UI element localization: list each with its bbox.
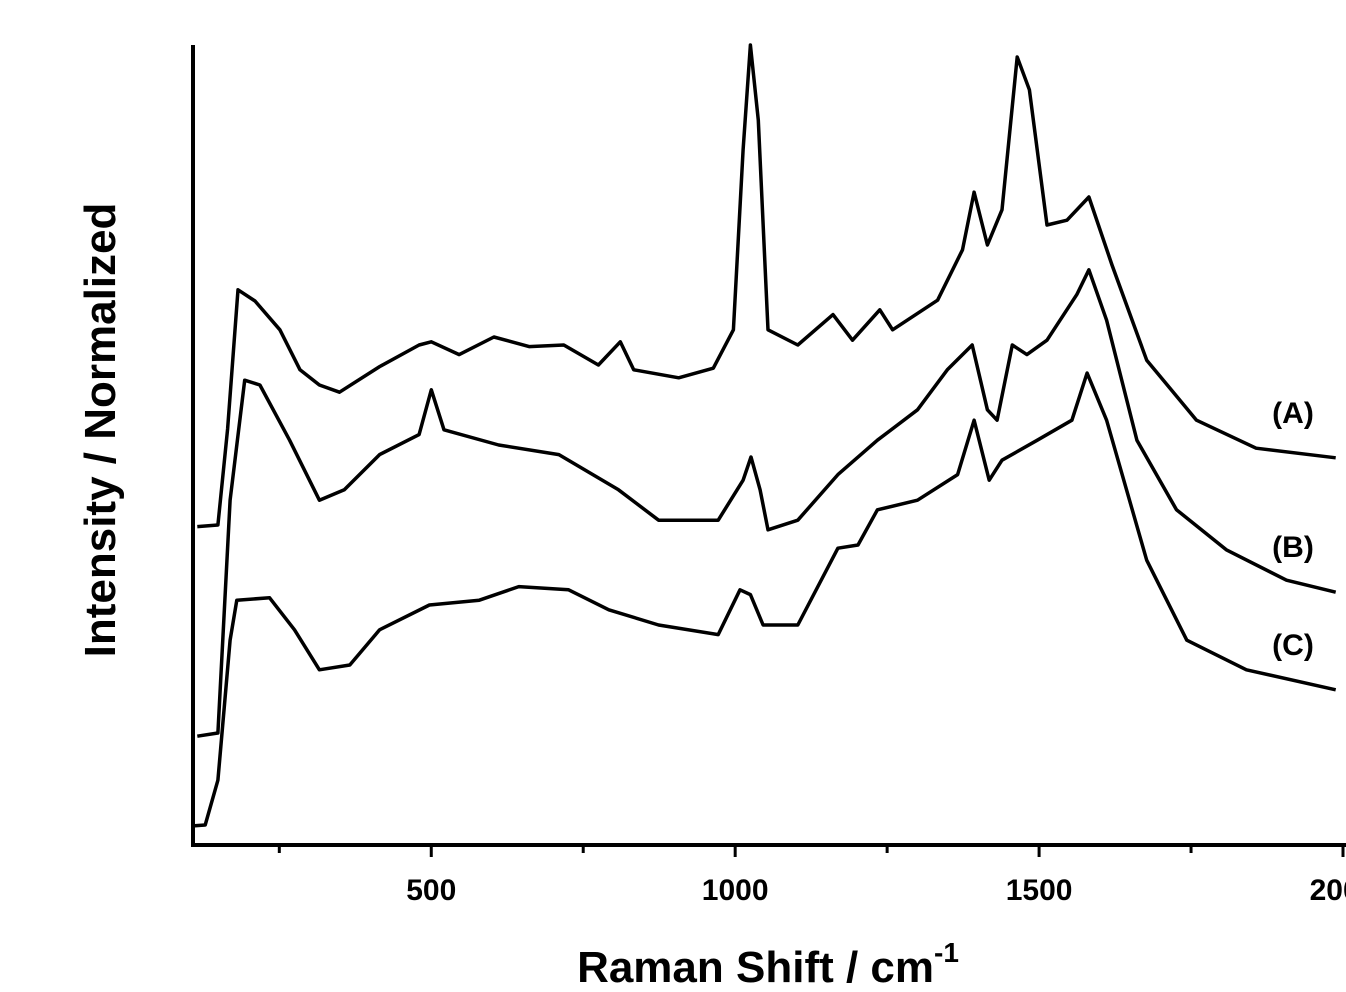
x-tick-label: 500 <box>406 874 456 907</box>
series-label: (C) <box>1272 629 1314 662</box>
series-label: (A) <box>1272 397 1314 430</box>
spectrum-line <box>197 43 1336 529</box>
series-label: (B) <box>1272 531 1314 564</box>
spectrum-line <box>197 268 1337 738</box>
y-axis-title: Intensity / Normalized <box>76 203 125 658</box>
x-tick-label: 1000 <box>702 874 769 907</box>
x-axis-title-superscript: -1 <box>934 937 959 968</box>
x-tick-label: 2000 <box>1310 874 1346 907</box>
x-tick-label: 1500 <box>1006 874 1073 907</box>
spectrum-line <box>194 371 1337 828</box>
x-axis-title-text: Raman Shift / cm <box>577 943 934 992</box>
x-axis-title: Raman Shift / cm-1 <box>577 937 959 992</box>
